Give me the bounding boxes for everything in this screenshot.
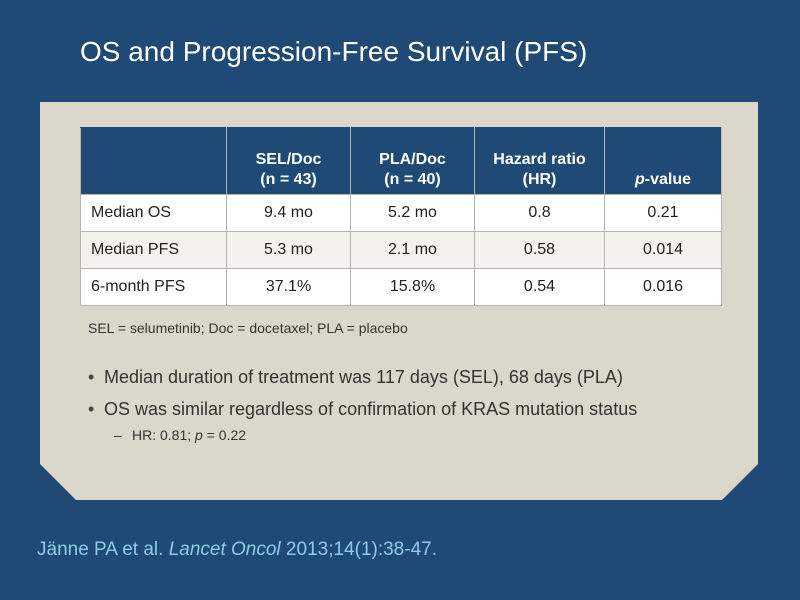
sub-bullet-dash: – xyxy=(114,427,122,443)
header-blank xyxy=(81,128,227,195)
citation-authors: Jänne PA et al. xyxy=(37,539,169,560)
header-p-value: p-value xyxy=(605,128,722,195)
row-label: Median PFS xyxy=(81,232,227,269)
citation-journal: Lancet Oncol xyxy=(168,539,281,560)
table-row-6-month-pfs: 6-month PFS 37.1% 15.8% 0.54 0.016 xyxy=(81,269,722,306)
sub-bullet-p: p xyxy=(195,427,203,443)
header-hazard-ratio-abbr: (HR) xyxy=(522,171,557,188)
bullet-list: Median duration of treatment was 117 day… xyxy=(88,366,637,430)
results-table: SEL/Doc (n = 43) PLA/Doc (n = 40) Hazard… xyxy=(80,127,722,306)
cell-pla-doc: 15.8% xyxy=(351,269,475,306)
sub-bullet-prefix: HR: 0.81; xyxy=(132,427,196,443)
header-sel-doc-name: SEL/Doc xyxy=(255,151,322,168)
cell-p-value: 0.21 xyxy=(605,195,722,232)
bullet-treatment-duration: Median duration of treatment was 117 day… xyxy=(88,366,637,388)
header-sel-doc-n: (n = 43) xyxy=(260,171,317,188)
row-label: Median OS xyxy=(81,195,227,232)
sub-bullet-suffix: = 0.22 xyxy=(202,427,247,443)
cell-p-value: 0.014 xyxy=(605,232,722,269)
header-p-italic: p xyxy=(634,171,645,188)
sub-bullet-hr: – HR: 0.81; p = 0.22 xyxy=(114,427,246,443)
cell-hazard-ratio: 0.8 xyxy=(475,195,605,232)
header-pla-doc: PLA/Doc (n = 40) xyxy=(351,128,475,195)
cell-sel-doc: 5.3 mo xyxy=(227,232,351,269)
table-header-row: SEL/Doc (n = 43) PLA/Doc (n = 40) Hazard… xyxy=(81,128,722,195)
citation: Jänne PA et al. Lancet Oncol 2013;14(1):… xyxy=(37,539,437,561)
bullet-os-kras: OS was similar regardless of confirmatio… xyxy=(88,398,637,420)
header-pla-doc-name: PLA/Doc xyxy=(379,151,446,168)
table-row-median-pfs: Median PFS 5.3 mo 2.1 mo 0.58 0.014 xyxy=(81,232,722,269)
header-pla-doc-n: (n = 40) xyxy=(384,171,441,188)
header-sel-doc: SEL/Doc (n = 43) xyxy=(227,128,351,195)
cell-hazard-ratio: 0.54 xyxy=(475,269,605,306)
cell-p-value: 0.016 xyxy=(605,269,722,306)
cell-pla-doc: 2.1 mo xyxy=(351,232,475,269)
header-hazard-ratio: Hazard ratio (HR) xyxy=(475,128,605,195)
header-p-suffix: -value xyxy=(644,171,692,188)
table-row-median-os: Median OS 9.4 mo 5.2 mo 0.8 0.21 xyxy=(81,195,722,232)
cell-sel-doc: 37.1% xyxy=(227,269,351,306)
cell-hazard-ratio: 0.58 xyxy=(475,232,605,269)
row-label: 6-month PFS xyxy=(81,269,227,306)
header-hazard-ratio-name: Hazard ratio xyxy=(493,151,586,168)
content-panel: SEL/Doc (n = 43) PLA/Doc (n = 40) Hazard… xyxy=(40,102,758,500)
cell-pla-doc: 5.2 mo xyxy=(351,195,475,232)
citation-details: 2013;14(1):38-47. xyxy=(280,539,437,560)
slide-title: OS and Progression-Free Survival (PFS) xyxy=(80,36,588,67)
abbreviation-footnote: SEL = selumetinib; Doc = docetaxel; PLA … xyxy=(88,320,408,336)
cell-sel-doc: 9.4 mo xyxy=(227,195,351,232)
